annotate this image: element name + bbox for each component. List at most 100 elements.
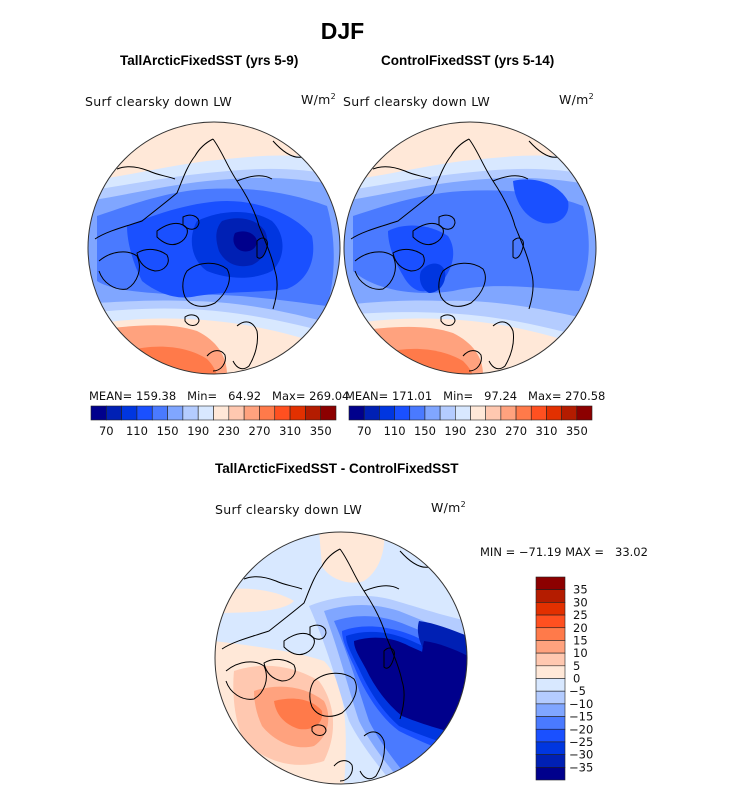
colorbar-tick-label: 230 xyxy=(475,424,497,438)
colorbar-tick-label: 70 xyxy=(357,424,372,438)
colorbar-tick-label: 310 xyxy=(279,424,301,438)
colorbar-cell xyxy=(535,614,566,629)
colorbar-cell xyxy=(394,405,411,421)
colorbar-cell xyxy=(379,405,395,421)
colorbar-tick-label: −5 xyxy=(569,684,586,698)
coastline xyxy=(468,138,534,310)
colorbar-tick-label: −30 xyxy=(569,748,593,762)
coastline xyxy=(263,658,296,682)
contour-region xyxy=(513,179,569,224)
colorbar-cell xyxy=(535,767,566,781)
colorbar-tick-label: −35 xyxy=(569,760,593,774)
colorbar-tick-label: 150 xyxy=(414,424,436,438)
colorbar-cell xyxy=(121,405,138,421)
coastline xyxy=(363,585,400,592)
coastline xyxy=(206,350,226,372)
contour-region xyxy=(421,641,467,716)
colorbar-cell xyxy=(167,405,184,421)
colorbar-cell xyxy=(274,405,291,421)
coastline xyxy=(256,237,268,259)
colorbar-cell xyxy=(348,405,365,421)
colorbar-cell xyxy=(576,405,593,421)
colorbar-cell xyxy=(561,405,578,421)
colorbar-cell xyxy=(470,405,486,421)
colorbar-cell xyxy=(409,405,426,421)
colorbar-cell xyxy=(182,405,199,421)
colorbar-cell xyxy=(259,405,276,421)
colorbar-tick-label: 270 xyxy=(505,424,527,438)
coastline xyxy=(182,262,230,307)
polar-map-tallarctic xyxy=(87,121,341,375)
colorbar-tick-label: 270 xyxy=(248,424,270,438)
colorbar-tick-label: 20 xyxy=(573,621,588,635)
map-field xyxy=(88,122,340,374)
coastline xyxy=(116,166,176,180)
coastline xyxy=(184,314,200,326)
colorbar-cell xyxy=(305,405,321,421)
colorbar-cell xyxy=(515,405,532,421)
colorbar-tick-label: 10 xyxy=(573,646,588,660)
coastline xyxy=(438,262,486,307)
colorbar-cell xyxy=(320,405,337,421)
colorbar-tick-label: −20 xyxy=(569,722,593,736)
colorbar-cell xyxy=(535,665,566,679)
map-field xyxy=(215,532,467,784)
contour-region xyxy=(233,231,257,252)
coastline xyxy=(412,222,444,246)
variable-label-left: Surf clearsky down LW xyxy=(85,94,233,109)
coastline xyxy=(98,251,140,290)
colorbar-cell xyxy=(535,576,566,590)
coastline xyxy=(333,760,353,782)
colorbar-tick-label: 190 xyxy=(444,424,466,438)
colorbar-cell xyxy=(455,405,471,421)
colorbar-cell xyxy=(535,640,566,654)
colorbar-cell xyxy=(535,690,566,705)
coastline xyxy=(372,166,432,180)
coastline xyxy=(488,321,514,370)
colorbar-cell xyxy=(243,405,260,421)
colorbar-tick-label: 35 xyxy=(573,583,588,597)
coastline xyxy=(309,624,327,640)
stats-control: MEAN= 171.01 Min= 97.24 Max= 270.58 xyxy=(345,389,606,403)
colorbar-cell xyxy=(228,405,245,421)
coastline xyxy=(354,251,396,290)
colorbar-cell xyxy=(289,405,306,421)
colorbar-cell xyxy=(530,405,547,421)
panel-title-difference: TallArcticFixedSST - ControlFixedSST xyxy=(215,461,459,476)
colorbar-cell xyxy=(535,627,566,641)
units-label-right: W/m2 xyxy=(559,92,595,108)
colorbar-tick-label: −25 xyxy=(569,735,593,749)
colorbar-cell xyxy=(197,405,214,421)
colorbar-control: 70 110 150 190 230 270 310 350 xyxy=(348,405,593,438)
coastline xyxy=(225,661,267,700)
colorbar-cell xyxy=(485,405,502,421)
coastline xyxy=(392,248,425,272)
colorbar-tick-label: 70 xyxy=(99,424,114,438)
coastline xyxy=(438,214,456,230)
colorbar-tick-label: 230 xyxy=(218,424,240,438)
colorbar-cell xyxy=(439,405,456,421)
colorbar-tick-label: −15 xyxy=(569,710,593,724)
colorbar-cell xyxy=(424,405,441,421)
colorbar-tick-label: 25 xyxy=(573,608,588,622)
coastline xyxy=(283,632,315,656)
colorbar-tick-label: 0 xyxy=(573,672,580,686)
coastline xyxy=(309,672,357,717)
units-label-difference: W/m2 xyxy=(431,500,467,516)
contour-region xyxy=(215,588,294,613)
colorbar-cell xyxy=(535,602,566,616)
coastline xyxy=(383,647,395,669)
polar-map-difference xyxy=(214,531,468,785)
colorbar-tick-label: 15 xyxy=(573,633,588,647)
contour-region xyxy=(319,532,385,583)
coastline xyxy=(339,548,405,720)
colorbar-tick-label: 350 xyxy=(310,424,332,438)
coastline xyxy=(359,731,385,780)
coastline xyxy=(136,248,169,272)
contour-region xyxy=(274,698,323,730)
colorbar-cell xyxy=(535,589,566,603)
colorbar-cell xyxy=(535,741,566,755)
coastline xyxy=(350,138,470,240)
colorbar-tick-label: 110 xyxy=(384,424,406,438)
colorbar-cell xyxy=(535,754,566,768)
